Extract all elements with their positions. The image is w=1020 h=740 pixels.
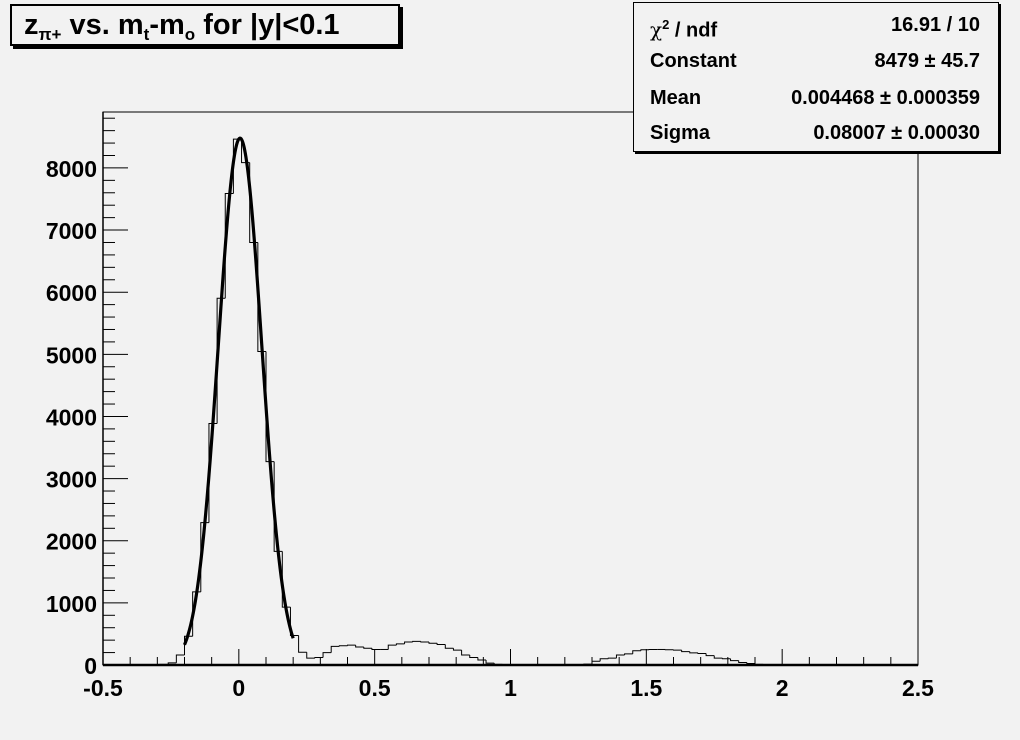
histogram-bin — [184, 635, 193, 656]
histogram-bin — [469, 655, 478, 659]
x-axis-tick-labels: -0.5 0 0.5 1 1.5 2 2.5 — [83, 675, 934, 701]
histogram-bin — [404, 641, 413, 644]
x-tick-label: 0 — [232, 675, 245, 701]
y-tick-label: 1000 — [46, 591, 97, 617]
histogram-bin — [298, 635, 307, 653]
title-text: -m — [149, 9, 185, 41]
histogram-bin — [730, 658, 739, 662]
histogram-bin — [355, 645, 364, 648]
x-tick-label: 1 — [504, 675, 517, 701]
x-tick-label: 2 — [776, 675, 789, 701]
histogram-bin — [420, 641, 429, 643]
fit-stats-box: χ2 / ndf 16.91 / 10 Constant 8479 ± 45.7… — [633, 2, 999, 152]
histogram-bin — [387, 644, 397, 650]
chi-symbol: χ — [650, 17, 663, 42]
histogram-bin — [632, 650, 641, 654]
y-axis-tick-labels: 0 1000 2000 3000 4000 5000 6000 7000 8000 — [46, 156, 97, 679]
x-tick-label: 0.5 — [359, 675, 391, 701]
y-tick-label: 2000 — [46, 529, 97, 555]
y-tick-label: 5000 — [46, 342, 97, 368]
stats-row-chi2: χ2 / ndf 16.91 / 10 — [650, 8, 980, 42]
stats-value: 8479 ± 45.7 — [874, 50, 980, 72]
histogram-bin — [452, 648, 462, 651]
title-subscript: t — [143, 25, 150, 44]
histogram-bin — [444, 644, 454, 649]
histogram-bin — [314, 657, 324, 659]
y-tick-label: 7000 — [46, 218, 97, 244]
title-text: vs. m — [61, 9, 144, 41]
y-tick-label: 4000 — [46, 404, 97, 430]
histogram-bin — [607, 657, 617, 659]
stats-row-sigma: Sigma 0.08007 ± 0.00030 — [650, 116, 980, 150]
title-text: z — [24, 9, 39, 41]
histogram-bin — [330, 645, 340, 653]
stats-row-mean: Mean 0.004468 ± 0.000359 — [650, 81, 980, 115]
histogram-bin — [281, 551, 291, 608]
x-tick-label: 1.5 — [630, 675, 662, 701]
histogram-bin — [624, 653, 633, 656]
histogram-bin — [436, 643, 446, 645]
histogram-bin — [746, 662, 755, 664]
stats-key: Sigma — [650, 122, 711, 144]
stats-value: 16.91 / 10 — [891, 14, 980, 36]
y-tick-label: 6000 — [46, 280, 97, 306]
histogram-bin — [461, 650, 470, 656]
histogram-bin — [640, 649, 650, 651]
title-subscript: π+ — [38, 25, 62, 44]
histogram-bin — [363, 646, 372, 649]
histogram-bin — [721, 658, 731, 660]
stats-key-text: / ndf — [669, 19, 718, 42]
histogram-bin — [395, 643, 405, 646]
histogram-bin — [738, 660, 747, 664]
histogram-bin — [175, 654, 185, 663]
x-tick-label: 2.5 — [902, 675, 934, 701]
histogram-bin — [306, 652, 315, 659]
gaussian-fit-curve — [183, 136, 295, 646]
superscript: 2 — [662, 17, 670, 32]
y-tick-label: 3000 — [46, 467, 97, 493]
histogram-bin — [615, 654, 625, 659]
histogram-bin — [705, 653, 715, 657]
stats-value: 0.004468 ± 0.000359 — [791, 87, 980, 109]
stats-row-constant: Constant 8479 ± 45.7 — [650, 44, 980, 78]
histogram-bin — [338, 645, 348, 647]
stats-key: Constant — [650, 50, 737, 72]
y-tick-label: 0 — [84, 653, 97, 679]
histogram-bin — [347, 644, 356, 646]
stats-key: Mean — [650, 87, 702, 109]
stats-key: χ2 / ndf — [650, 8, 717, 48]
y-tick-label: 8000 — [46, 156, 97, 182]
histogram-bin — [697, 652, 707, 655]
histogram-bin — [591, 660, 601, 665]
histogram-bin — [412, 640, 421, 643]
histogram-bin — [477, 657, 487, 661]
title-text: for |y|<0.1 — [195, 9, 340, 41]
plot-frame — [102, 111, 919, 666]
histogram-bin — [689, 651, 698, 654]
histogram-bin — [371, 648, 381, 650]
histogram-bin — [428, 642, 438, 644]
histogram-bin — [322, 652, 332, 658]
histogram-bin — [485, 660, 495, 664]
chart-title: zπ+ vs. mt-mo for |y|<0.1 — [10, 4, 400, 46]
histogram-bin — [713, 655, 723, 659]
x-tick-label: -0.5 — [83, 675, 123, 701]
histogram-bin — [289, 607, 299, 637]
histogram-bin — [599, 658, 609, 662]
histogram-bin — [681, 650, 690, 653]
stats-value: 0.08007 ± 0.00030 — [813, 122, 980, 144]
title-subscript: o — [184, 25, 196, 44]
